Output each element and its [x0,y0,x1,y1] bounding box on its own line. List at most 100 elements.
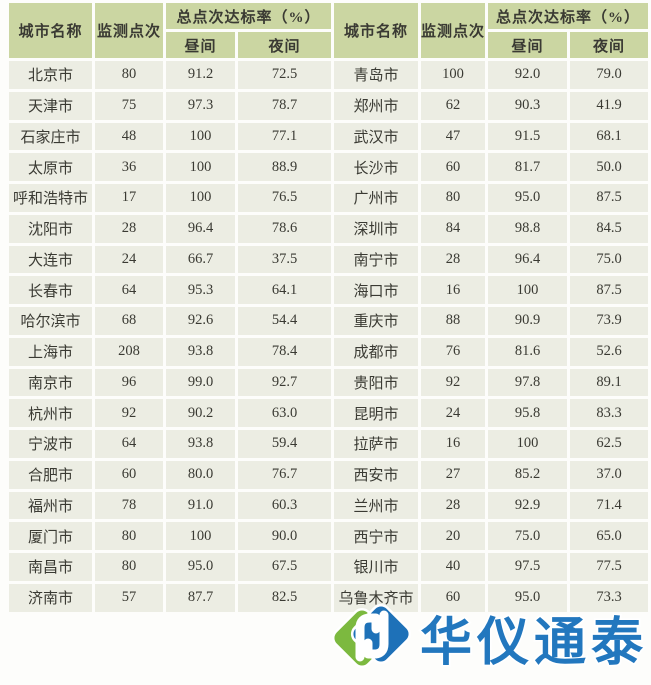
city-cell: 武汉市 [334,122,419,151]
value-cell: 97.8 [488,368,568,397]
city-cell: 宁波市 [9,430,92,458]
city-cell: 沈阳市 [9,214,92,243]
value-cell: 77.5 [570,553,649,581]
value-cell: 79.0 [570,61,649,89]
value-cell: 78.6 [238,214,332,243]
table-row: 天津市 75 97.3 78.7 郑州市 62 90.3 41.9 [9,91,649,120]
value-cell: 92 [421,368,486,397]
city-cell: 长春市 [9,276,92,304]
value-cell: 65.0 [570,522,649,550]
table-row: 上海市 208 93.8 78.4 成都市 76 81.6 52.6 [9,337,649,366]
value-cell: 24 [95,245,163,274]
value-cell: 59.4 [238,430,332,458]
value-cell: 75.0 [570,245,649,274]
city-cell: 海口市 [334,276,419,304]
value-cell: 76.7 [238,460,332,489]
city-cell: 福州市 [9,491,92,520]
value-cell: 100 [488,276,568,304]
table-row: 大连市 24 66.7 37.5 南宁市 28 96.4 75.0 [9,245,649,274]
value-cell: 41.9 [570,91,649,120]
header-city-right: 城市名称 [334,3,419,58]
value-cell: 76 [421,337,486,366]
city-cell: 哈尔滨市 [9,307,92,335]
value-cell: 78.4 [238,337,332,366]
table-row: 北京市 80 91.2 72.5 青岛市 100 92.0 79.0 [9,61,649,89]
value-cell: 60 [421,153,486,181]
city-cell: 乌鲁木齐市 [334,583,419,612]
value-cell: 48 [95,122,163,151]
value-cell: 90.2 [166,399,235,427]
city-cell: 长沙市 [334,153,419,181]
value-cell: 100 [421,61,486,89]
value-cell: 28 [95,214,163,243]
city-cell: 上海市 [9,337,92,366]
value-cell: 81.7 [488,153,568,181]
value-cell: 95.8 [488,399,568,427]
city-cell: 合肥市 [9,460,92,489]
city-cell: 北京市 [9,61,92,89]
table-row: 哈尔滨市 68 92.6 54.4 重庆市 88 90.9 73.9 [9,307,649,335]
value-cell: 82.5 [238,583,332,612]
value-cell: 92.0 [488,61,568,89]
value-cell: 95.3 [166,276,235,304]
value-cell: 73.9 [570,307,649,335]
value-cell: 80 [95,61,163,89]
value-cell: 84 [421,214,486,243]
value-cell: 90.9 [488,307,568,335]
value-cell: 87.7 [166,583,235,612]
value-cell: 97.3 [166,91,235,120]
value-cell: 75.0 [488,522,568,550]
value-cell: 92.6 [166,307,235,335]
value-cell: 62.5 [570,430,649,458]
value-cell: 78 [95,491,163,520]
value-cell: 66.7 [166,245,235,274]
value-cell: 47 [421,122,486,151]
watermark-text: 华仪通泰 [420,614,648,672]
city-cell: 南宁市 [334,245,419,274]
value-cell: 88.9 [238,153,332,181]
value-cell: 20 [421,522,486,550]
value-cell: 16 [421,276,486,304]
value-cell: 76.5 [238,184,332,212]
header-points-left: 监测点次 [95,3,163,58]
city-cell: 南昌市 [9,553,92,581]
value-cell: 96.4 [166,214,235,243]
value-cell: 62 [421,91,486,120]
value-cell: 97.5 [488,553,568,581]
value-cell: 92.9 [488,491,568,520]
value-cell: 24 [421,399,486,427]
value-cell: 208 [95,337,163,366]
value-cell: 64.1 [238,276,332,304]
city-cell: 兰州市 [334,491,419,520]
city-cell: 成都市 [334,337,419,366]
value-cell: 91.5 [488,122,568,151]
value-cell: 96 [95,368,163,397]
city-cell: 郑州市 [334,91,419,120]
header-city-left: 城市名称 [9,3,92,58]
city-cell: 大连市 [9,245,92,274]
value-cell: 80.0 [166,460,235,489]
table-row: 宁波市 64 93.8 59.4 拉萨市 16 100 62.5 [9,430,649,458]
value-cell: 100 [166,184,235,212]
city-cell: 深圳市 [334,214,419,243]
value-cell: 88 [421,307,486,335]
city-cell: 南京市 [9,368,92,397]
value-cell: 80 [95,553,163,581]
table-row: 济南市 57 87.7 82.5 乌鲁木齐市 60 95.0 73.3 [9,583,649,612]
table-row: 南昌市 80 95.0 67.5 银川市 40 97.5 77.5 [9,553,649,581]
value-cell: 93.8 [166,337,235,366]
header-day-right: 昼间 [488,32,568,58]
value-cell: 28 [421,245,486,274]
value-cell: 64 [95,430,163,458]
city-cell: 银川市 [334,553,419,581]
value-cell: 80 [421,184,486,212]
value-cell: 95.0 [488,583,568,612]
value-cell: 83.3 [570,399,649,427]
value-cell: 63.0 [238,399,332,427]
table-row: 厦门市 80 100 90.0 西宁市 20 75.0 65.0 [9,522,649,550]
value-cell: 92.7 [238,368,332,397]
value-cell: 90.0 [238,522,332,550]
table-row: 沈阳市 28 96.4 78.6 深圳市 84 98.8 84.5 [9,214,649,243]
city-cell: 广州市 [334,184,419,212]
